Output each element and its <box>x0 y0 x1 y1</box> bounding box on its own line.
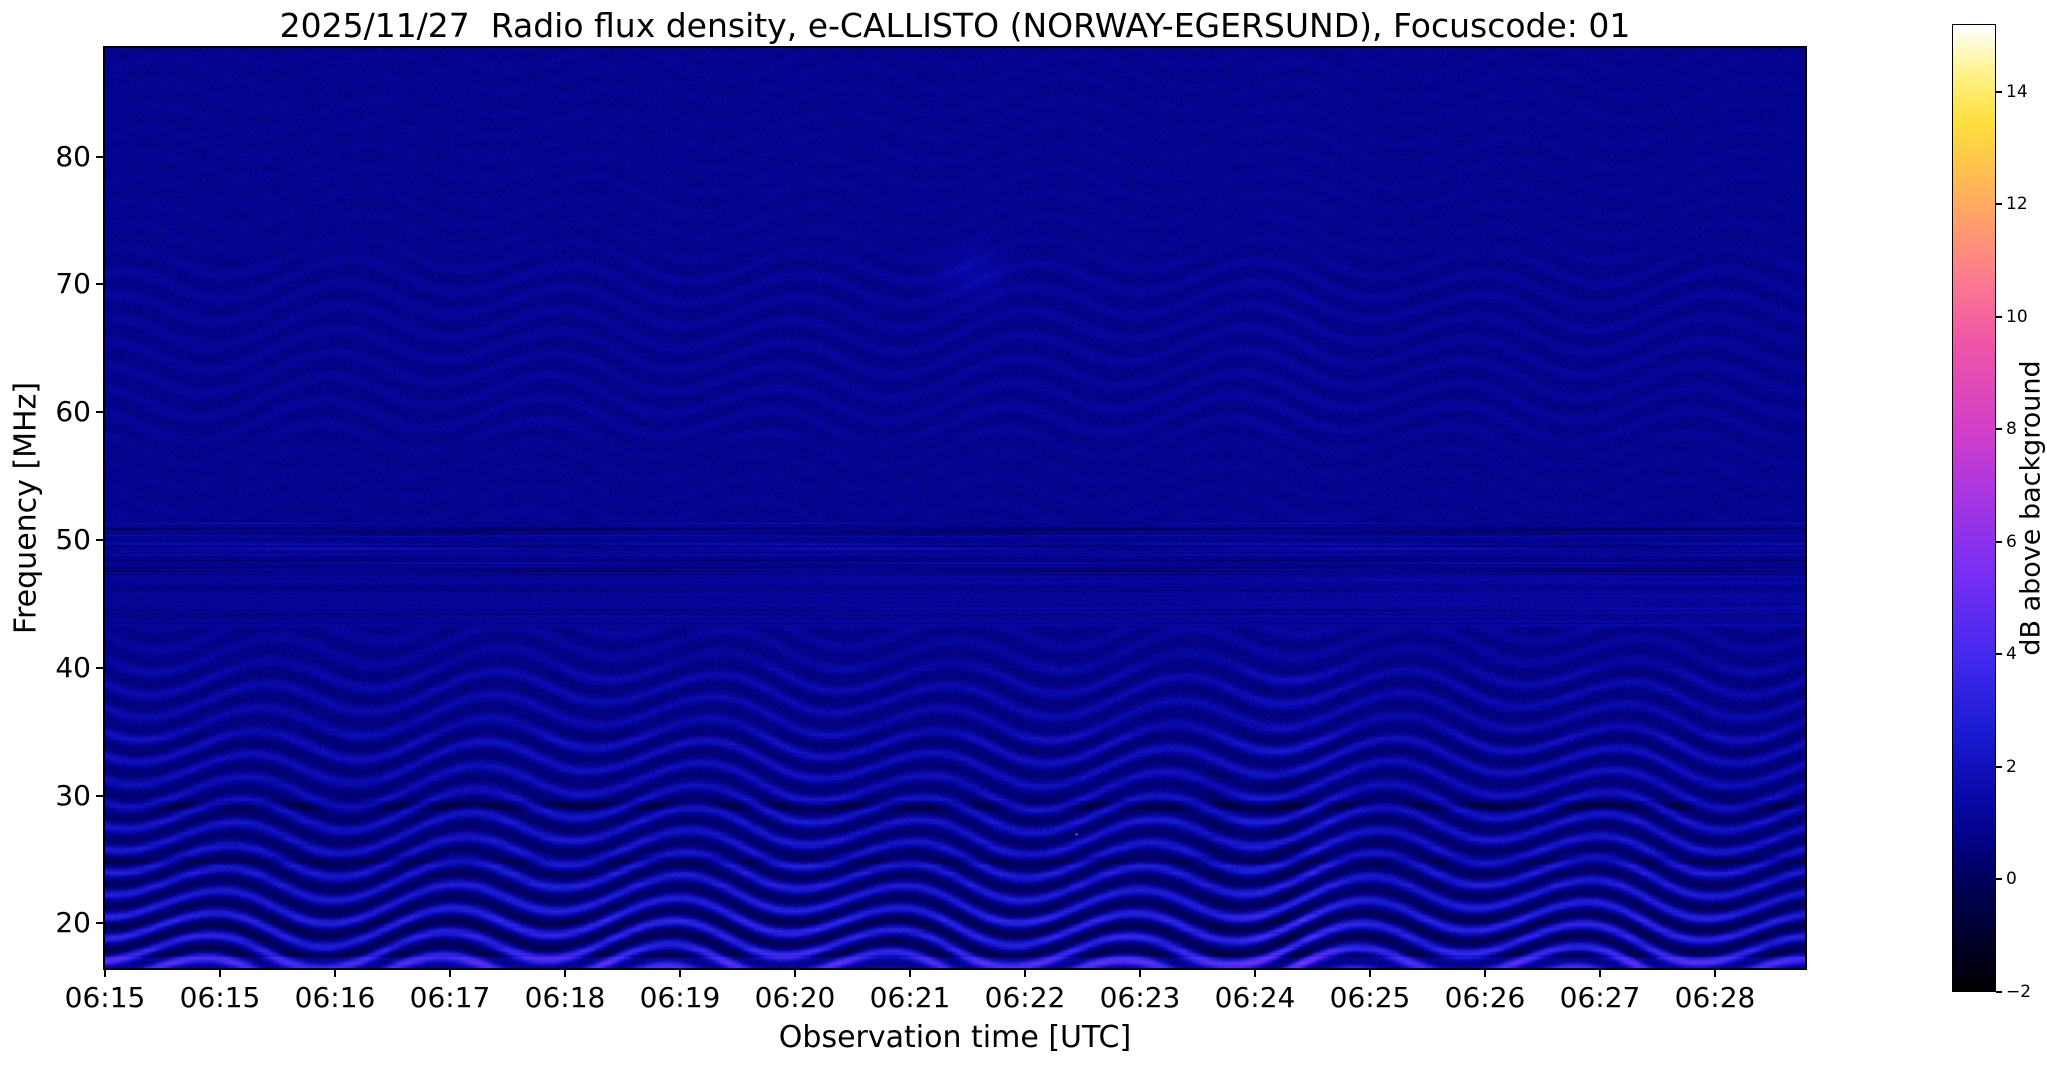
x-tick-label: 06:28 <box>1674 981 1756 1014</box>
colorbar-tick-label: 2 <box>2006 756 2017 777</box>
y-tick-label: 30 <box>55 778 91 812</box>
x-tick-mark <box>104 968 106 977</box>
colorbar-gradient <box>1952 24 1996 992</box>
y-tick-mark <box>96 283 105 286</box>
colorbar-tick-mark <box>1996 878 2002 881</box>
x-tick-label: 06:25 <box>1329 981 1411 1014</box>
y-tick-label: 70 <box>55 267 91 301</box>
x-tick-label: 06:16 <box>294 981 376 1014</box>
x-tick-label: 06:19 <box>639 981 721 1014</box>
x-tick-mark <box>794 968 796 977</box>
x-tick-mark <box>1254 968 1256 977</box>
x-tick-mark <box>219 968 221 977</box>
x-tick-label: 06:17 <box>409 981 491 1014</box>
x-tick-label: 06:15 <box>179 981 261 1014</box>
colorbar-tick-mark <box>1996 653 2002 656</box>
y-tick-label: 80 <box>55 139 91 173</box>
x-tick-label: 06:22 <box>984 981 1066 1014</box>
x-tick-mark <box>1714 968 1716 977</box>
y-tick-mark <box>96 538 105 541</box>
y-tick-mark <box>96 794 105 797</box>
y-tick-label: 40 <box>55 650 91 684</box>
x-axis-label: Observation time [UTC] <box>778 1020 1132 1055</box>
x-tick-label: 06:18 <box>524 981 606 1014</box>
x-tick-mark <box>449 968 451 977</box>
y-tick-label: 60 <box>55 395 91 429</box>
colorbar-tick-mark <box>1996 991 2002 993</box>
colorbar-label: dB above background <box>2015 360 2047 656</box>
colorbar-tick-mark <box>1996 203 2002 206</box>
chart-title: 2025/11/27 Radio flux density, e-CALLIST… <box>279 6 1631 45</box>
x-tick-label: 06:21 <box>869 981 951 1014</box>
x-tick-mark <box>679 968 681 977</box>
y-tick-mark <box>96 155 105 158</box>
y-tick-mark <box>96 666 105 669</box>
colorbar-tick-mark <box>1996 90 2002 93</box>
colorbar-tick-mark <box>1996 540 2002 543</box>
x-tick-mark <box>1369 968 1371 977</box>
x-tick-mark <box>909 968 911 977</box>
y-tick-label: 20 <box>55 906 91 940</box>
colorbar-tick-mark <box>1996 428 2002 431</box>
x-tick-mark <box>334 968 336 977</box>
x-tick-mark <box>1024 968 1026 977</box>
colorbar-tick-mark <box>1996 765 2002 768</box>
colorbar-tick-mark <box>1996 315 2002 318</box>
x-tick-label: 06:27 <box>1559 981 1641 1014</box>
colorbar-tick-label: 14 <box>2006 81 2028 102</box>
x-tick-label: 06:20 <box>754 981 836 1014</box>
x-tick-mark <box>564 968 566 977</box>
y-tick-mark <box>96 411 105 414</box>
x-tick-label: 06:15 <box>64 981 146 1014</box>
plot-area <box>103 46 1807 970</box>
y-tick-mark <box>96 922 105 925</box>
y-tick-label: 50 <box>55 522 91 556</box>
x-tick-label: 06:24 <box>1214 981 1296 1014</box>
spectrogram-canvas <box>105 48 1805 968</box>
x-tick-mark <box>1484 968 1486 977</box>
x-tick-mark <box>1599 968 1601 977</box>
colorbar-tick-label: 12 <box>2006 194 2028 215</box>
colorbar-tick-label: −2 <box>2006 982 2032 1002</box>
x-tick-label: 06:26 <box>1444 981 1526 1014</box>
colorbar-tick-label: 0 <box>2006 869 2017 890</box>
colorbar-tick-label: 4 <box>2006 644 2017 665</box>
colorbar-tick-label: 10 <box>2006 306 2028 327</box>
colorbar-tick-label: 6 <box>2006 531 2017 552</box>
colorbar-tick-label: 8 <box>2006 419 2017 440</box>
x-tick-label: 06:23 <box>1099 981 1181 1014</box>
x-tick-mark <box>1139 968 1141 977</box>
